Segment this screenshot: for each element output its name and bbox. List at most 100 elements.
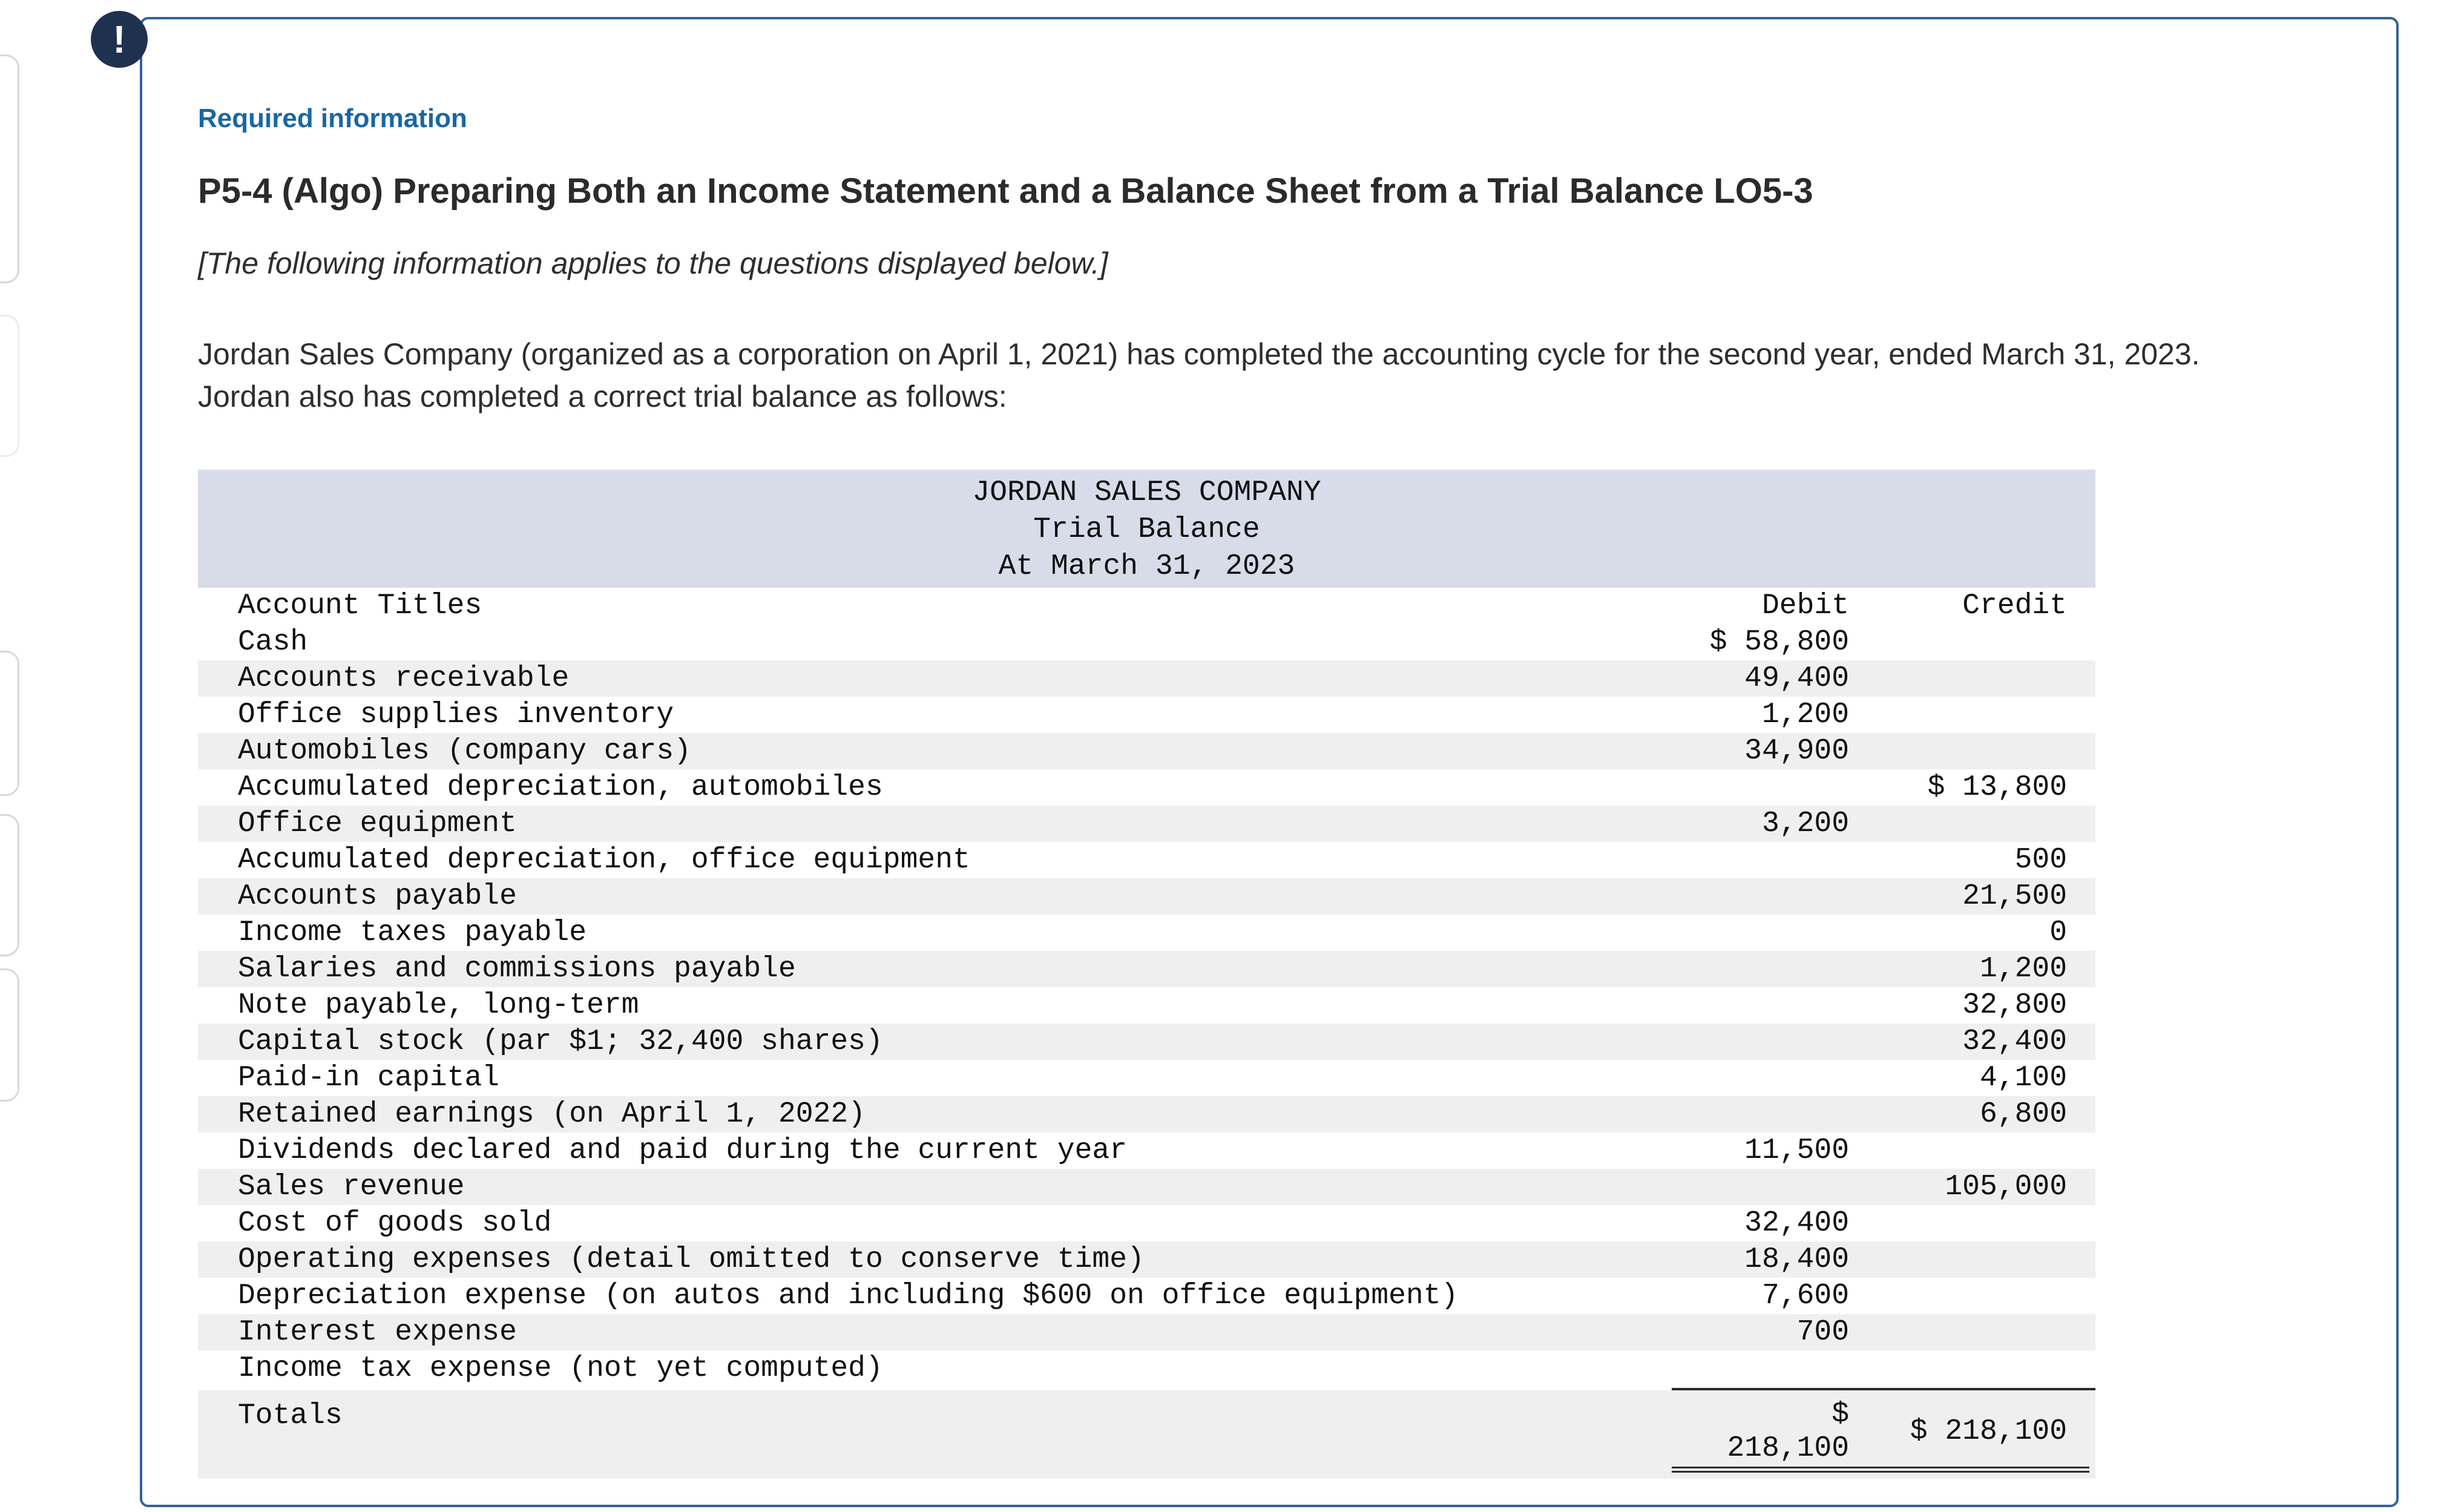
table-row: Office equipment 3,200 [198, 806, 2095, 842]
account-title-cell: Income taxes payable [238, 916, 587, 949]
credit-cell [1849, 1132, 2095, 1169]
account-title-cell: Accounts payable [238, 880, 517, 913]
debit-cell: 32,400 [1744, 1207, 1849, 1240]
table-row: Income taxes payable 0 [198, 915, 2095, 951]
credit-cell [1849, 733, 2095, 769]
required-information-label: Required information [198, 104, 467, 133]
credit-cell: 32,400 [1962, 1025, 2067, 1058]
debit-cell [1546, 1096, 1849, 1132]
trial-balance-table: JORDAN SALES COMPANY Trial Balance At Ma… [198, 470, 2095, 1479]
table-row: Accumulated depreciation, office equipme… [198, 842, 2095, 878]
intro-paragraph: Jordan Sales Company (organized as a cor… [198, 337, 2200, 413]
account-title-cell: Interest expense [238, 1316, 517, 1349]
left-edge-fragment [0, 814, 19, 956]
debit-cell [1546, 915, 1849, 951]
left-edge-fragment [0, 54, 19, 283]
totals-credit-cell: $ 218,100 [1849, 1398, 2095, 1465]
debit-cell [1546, 987, 1849, 1024]
totals-row: Totals $ 218,100 $ 218,100 [198, 1390, 2095, 1479]
trial-balance-header: JORDAN SALES COMPANY Trial Balance At Ma… [198, 470, 2095, 588]
account-titles-header: Account Titles [238, 590, 482, 622]
table-row: Sales revenue 105,000 [198, 1169, 2095, 1205]
table-row: Operating expenses (detail omitted to co… [198, 1241, 2095, 1278]
account-title-cell: Note payable, long-term [238, 989, 639, 1022]
account-title-cell: Capital stock (par $1; 32,400 shares) [238, 1025, 883, 1058]
table-row: Retained earnings (on April 1, 2022) 6,80… [198, 1096, 2095, 1132]
table-row: Income tax expense (not yet computed) [198, 1350, 2095, 1387]
debit-cell: 34,900 [1744, 735, 1849, 768]
table-row: Office supplies inventory 1,200 [198, 697, 2095, 733]
account-title-cell: Accumulated depreciation, office equipme… [238, 844, 970, 876]
column-header-row: Account Titles Debit Credit [198, 588, 2095, 624]
totals-debit-cell: $ 218,100 [1546, 1398, 1849, 1465]
credit-cell [1849, 624, 2095, 660]
credit-cell: 105,000 [1945, 1171, 2067, 1203]
debit-header: Debit [1761, 590, 1849, 622]
account-title-cell: Retained earnings (on April 1, 2022) [238, 1098, 866, 1131]
totals-label: Totals [238, 1399, 343, 1432]
applies-note: [The following information applies to th… [198, 246, 1108, 280]
company-name: JORDAN SALES COMPANY [972, 476, 1321, 509]
table-row: Automobiles (company cars) 34,900 [198, 733, 2095, 769]
left-edge-fragment [0, 968, 19, 1102]
credit-cell [1849, 1350, 2095, 1387]
debit-cell [1546, 1169, 1849, 1205]
account-title-cell: Income tax expense (not yet computed) [238, 1352, 883, 1385]
credit-header: Credit [1962, 590, 2067, 622]
account-title-cell: Paid-in capital [238, 1062, 500, 1094]
table-row: Dividends declared and paid during the c… [198, 1132, 2095, 1169]
table-row: Cash $ 58,800 [198, 624, 2095, 660]
debit-cell [1546, 1060, 1849, 1096]
required-info-alert-icon: ! [91, 11, 148, 68]
debit-cell: 700 [1796, 1316, 1849, 1349]
debit-cell [1546, 1350, 1849, 1387]
table-row: Accounts payable 21,500 [198, 878, 2095, 915]
account-title-cell: Accumulated depreciation, automobiles [238, 771, 883, 804]
debit-cell [1546, 769, 1849, 806]
debit-cell: $ 58,800 [1709, 626, 1849, 659]
totals-credit-amount: $ 218,100 [1910, 1415, 2067, 1448]
credit-cell: 0 [2049, 916, 2067, 949]
table-row: Depreciation expense (on autos and inclu… [198, 1278, 2095, 1314]
totals-top-rule [198, 1387, 2095, 1390]
credit-cell [1849, 1314, 2095, 1350]
account-title-cell: Dividends declared and paid during the c… [238, 1134, 1128, 1167]
table-row: Paid-in capital 4,100 [198, 1060, 2095, 1096]
problem-title: P5-4 (Algo) Preparing Both an Income Sta… [198, 171, 1813, 211]
credit-cell [1849, 806, 2095, 842]
debit-cell: 49,400 [1744, 662, 1849, 695]
table-row: Capital stock (par $1; 32,400 shares) 32,… [198, 1024, 2095, 1060]
credit-cell: 6,800 [1979, 1098, 2067, 1131]
table-row: Interest expense 700 [198, 1314, 2095, 1350]
credit-cell [1849, 1205, 2095, 1241]
credit-cell: 500 [2014, 844, 2067, 876]
credit-cell: 4,100 [1979, 1062, 2067, 1094]
totals-debit-symbol: $ [1832, 1398, 1849, 1431]
debit-cell [1546, 1024, 1849, 1060]
account-title-cell: Cash [238, 626, 308, 659]
account-title-cell: Automobiles (company cars) [238, 735, 691, 768]
account-title-cell: Depreciation expense (on autos and inclu… [238, 1280, 1459, 1312]
account-title-cell: Accounts receivable [238, 662, 570, 695]
account-title-cell: Sales revenue [238, 1171, 465, 1203]
debit-cell: 3,200 [1761, 807, 1849, 840]
table-row: Cost of goods sold 32,400 [198, 1205, 2095, 1241]
debit-cell: 1,200 [1761, 698, 1849, 731]
credit-cell [1849, 1241, 2095, 1278]
debit-cell: 7,600 [1761, 1280, 1849, 1312]
credit-cell [1849, 697, 2095, 733]
debit-cell [1546, 842, 1849, 878]
account-title-cell: Office equipment [238, 807, 517, 840]
trial-balance-rows: Cash $ 58,800 Accounts receivable 49,400 Off… [198, 624, 2095, 1387]
debit-cell [1546, 951, 1849, 987]
credit-cell [1849, 1278, 2095, 1314]
exclamation-icon: ! [113, 18, 126, 61]
account-title-cell: Cost of goods sold [238, 1207, 552, 1240]
credit-cell [1849, 660, 2095, 697]
credit-cell: 1,200 [1979, 953, 2067, 985]
credit-cell: 21,500 [1962, 880, 2067, 913]
table-row: Salaries and commissions payable 1,200 [198, 951, 2095, 987]
debit-cell [1546, 878, 1849, 915]
left-edge-fragment [0, 651, 19, 796]
